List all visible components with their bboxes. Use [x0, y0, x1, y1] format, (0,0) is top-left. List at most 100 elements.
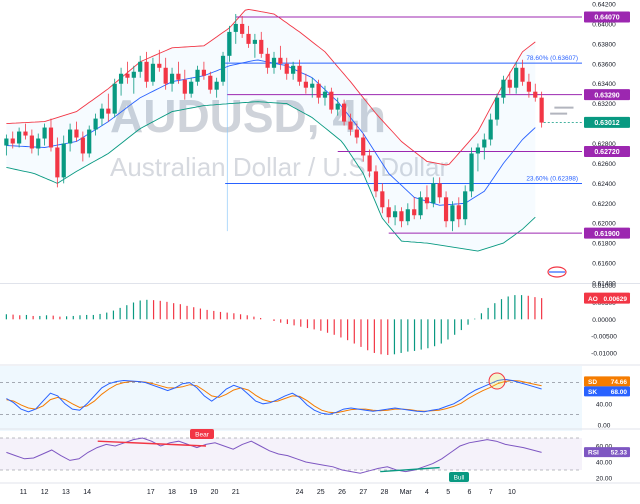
candle-body-77[interactable] [494, 97, 500, 120]
candle-body-38[interactable] [246, 33, 251, 44]
candle-body-69[interactable] [443, 197, 449, 222]
candle-body-62[interactable] [399, 211, 404, 222]
candle-body-83[interactable] [533, 91, 538, 98]
candle-body-82[interactable] [526, 81, 531, 92]
candle-body-79[interactable] [507, 79, 512, 88]
candle-body-19[interactable] [125, 73, 130, 78]
candle-body-78[interactable] [501, 79, 506, 98]
level-tag-5-bg [584, 227, 630, 239]
candle-body-84[interactable] [539, 97, 544, 123]
candle-body-48[interactable] [310, 83, 315, 88]
candle-body-24[interactable] [157, 63, 162, 68]
candle-body-28[interactable] [182, 79, 187, 94]
rsi-tick-0: 60.00 [596, 444, 613, 451]
stoch-d-tag-value: 74.66 [611, 379, 628, 386]
candle-body-21[interactable] [138, 61, 143, 72]
bollinger-lower-line [6, 101, 536, 252]
candle-body-65[interactable] [418, 197, 423, 216]
candle-body-23[interactable] [150, 63, 156, 82]
candle-body-58[interactable] [373, 171, 379, 192]
candle-body-64[interactable] [412, 209, 417, 216]
candle-body-45[interactable] [291, 65, 296, 74]
candle-body-61[interactable] [392, 211, 398, 218]
candle-body-70[interactable] [450, 205, 455, 222]
candle-body-71[interactable] [456, 205, 461, 220]
candle-body-66[interactable] [424, 197, 430, 204]
candle-body-36[interactable] [233, 23, 238, 32]
stoch-k-tag: SK 68.00 [584, 386, 630, 397]
candle-body-7[interactable] [48, 127, 54, 148]
candle-body-11[interactable] [74, 129, 79, 138]
candle-body-29[interactable] [189, 81, 194, 94]
candle-body-73[interactable] [469, 153, 474, 192]
candle-body-49[interactable] [316, 83, 321, 98]
candle-body-3[interactable] [23, 131, 28, 136]
candle-body-25[interactable] [163, 67, 168, 84]
candle-body-20[interactable] [131, 71, 136, 78]
candle-body-34[interactable] [220, 55, 226, 82]
candle-body-59[interactable] [380, 191, 385, 208]
candle-body-35[interactable] [227, 31, 232, 56]
candle-body-54[interactable] [348, 121, 353, 130]
candle-body-37[interactable] [240, 23, 245, 34]
candle-body-80[interactable] [514, 67, 519, 88]
awesome-oscillator-pane [0, 283, 640, 355]
candle-body-31[interactable] [201, 69, 207, 76]
candle-body-63[interactable] [405, 209, 410, 222]
candle-body-50[interactable] [322, 91, 328, 98]
candle-body-81[interactable] [520, 67, 525, 82]
rsi-value-tag: RSI 52.33 [584, 447, 630, 458]
candle-body-42[interactable] [271, 57, 277, 68]
candle-body-47[interactable] [303, 81, 308, 88]
candle-body-9[interactable] [61, 143, 66, 178]
candle-body-18[interactable] [118, 73, 124, 84]
candle-body-57[interactable] [367, 155, 372, 172]
candle-body-56[interactable] [361, 137, 366, 156]
rsi-tick-1: 40.00 [596, 460, 613, 467]
candle-body-43[interactable] [278, 57, 283, 64]
candle-body-16[interactable] [106, 108, 111, 114]
candle-body-14[interactable] [93, 118, 98, 130]
candle-body-33[interactable] [214, 81, 219, 90]
candle-body-75[interactable] [482, 139, 487, 148]
candle-body-39[interactable] [252, 39, 257, 44]
candle-body-51[interactable] [329, 91, 334, 110]
candle-body-30[interactable] [195, 69, 200, 82]
candle-body-74[interactable] [475, 147, 481, 154]
candle-body-72[interactable] [463, 191, 468, 220]
level-tag-3: 0.62720 [584, 145, 630, 157]
rsi-value-tag-value: 52.33 [611, 450, 628, 457]
candle-body-0[interactable] [4, 138, 9, 146]
candle-body-1[interactable] [10, 138, 15, 144]
candle-body-60[interactable] [386, 207, 391, 218]
candle-body-10[interactable] [67, 129, 73, 144]
candle-body-4[interactable] [29, 135, 34, 149]
candle-body-32[interactable] [208, 75, 213, 90]
level-tag-5: 0.61900 [584, 227, 630, 239]
candle-body-55[interactable] [354, 129, 359, 138]
candle-body-40[interactable] [259, 39, 264, 54]
candle-body-5[interactable] [36, 138, 41, 149]
candle-body-76[interactable] [488, 119, 493, 140]
candle-body-52[interactable] [335, 103, 340, 110]
candle-body-44[interactable] [284, 63, 289, 74]
candle-body-15[interactable] [99, 108, 105, 119]
candle-body-26[interactable] [169, 73, 175, 84]
candle-body-53[interactable] [342, 103, 347, 122]
candle-body-67[interactable] [431, 183, 436, 204]
candle-body-17[interactable] [112, 83, 117, 114]
candle-body-6[interactable] [42, 127, 47, 139]
candle-body-41[interactable] [265, 53, 270, 68]
candle-body-27[interactable] [176, 73, 181, 80]
candle-body-46[interactable] [297, 65, 302, 82]
candle-body-68[interactable] [437, 183, 442, 198]
candle-body-8[interactable] [55, 147, 60, 178]
candle-body-22[interactable] [144, 61, 149, 82]
candle-body-12[interactable] [80, 137, 85, 154]
level-tag-3-bg [584, 145, 630, 157]
price-tick-5: 0.63200 [592, 101, 616, 108]
candle-body-2[interactable] [17, 131, 22, 144]
candle-body-13[interactable] [87, 129, 92, 154]
time-tick-1: 12 [41, 489, 49, 496]
